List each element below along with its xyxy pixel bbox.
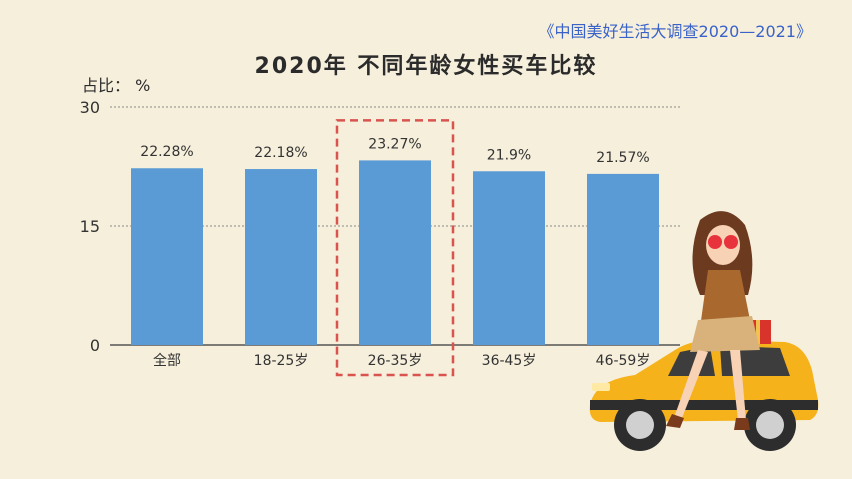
data-label: 21.9% <box>487 147 531 163</box>
y-tick-label: 30 <box>80 98 100 117</box>
data-label: 21.57% <box>596 150 649 166</box>
bar <box>245 169 317 345</box>
x-tick-label: 46-59岁 <box>596 353 651 369</box>
bar <box>359 160 431 345</box>
data-label: 22.18% <box>254 145 307 161</box>
y-axis-unit-label: 占比： % <box>82 76 151 95</box>
source-citation: 《中国美好生活大调查2020—2021》 <box>538 22 812 41</box>
highlight-box <box>335 119 455 377</box>
x-tick-label: 18-25岁 <box>254 353 309 369</box>
data-label: 22.28% <box>140 144 193 160</box>
x-tick-label: 26-35岁 <box>368 353 423 369</box>
woman-on-car-illustration <box>589 211 819 451</box>
data-label: 23.27% <box>368 136 421 152</box>
bar <box>131 168 203 345</box>
bar <box>473 171 545 345</box>
y-tick-label: 15 <box>80 217 100 236</box>
bar <box>587 173 659 345</box>
x-tick-label: 全部 <box>153 352 181 369</box>
y-tick-label: 0 <box>90 336 100 355</box>
chart-title: 2020年 不同年龄女性买车比较 <box>254 54 598 79</box>
x-tick-label: 36-45岁 <box>482 353 537 369</box>
